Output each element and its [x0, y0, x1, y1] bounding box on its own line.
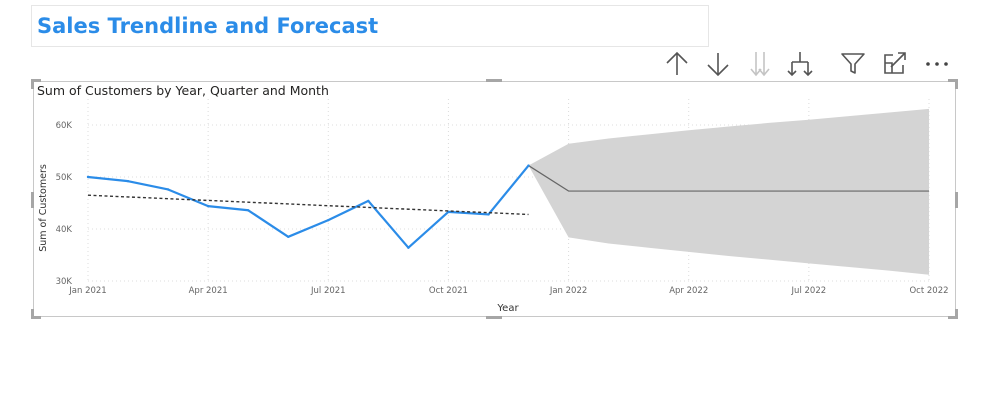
x-axis-title: Year: [496, 303, 519, 314]
actual-point: [206, 204, 210, 208]
x-tick-label: Oct 2021: [429, 286, 468, 296]
actual-point: [367, 199, 370, 203]
y-axis-title: Sum of Customers: [38, 164, 49, 252]
actual-point: [327, 218, 330, 222]
actual-point: [527, 164, 530, 167]
filter-button[interactable]: [838, 48, 868, 78]
double-arrow-down-icon: [750, 52, 770, 77]
actual-point: [86, 175, 90, 179]
x-tick-label: Oct 2022: [909, 286, 948, 296]
drill-up-button[interactable]: [660, 48, 690, 78]
filter-icon: [841, 53, 865, 74]
focus-mode-icon: [884, 52, 906, 74]
fork-arrow-down-icon: [787, 52, 813, 77]
resize-handle-top-left[interactable]: [31, 79, 41, 82]
trend-line: [87, 194, 529, 216]
focus-mode-button[interactable]: [880, 48, 910, 78]
resize-handle-right[interactable]: [955, 192, 958, 208]
actual-point: [487, 213, 490, 216]
y-tick-label: 30K: [56, 277, 73, 287]
x-tick-label: Jul 2021: [310, 286, 346, 296]
resize-handle-bottom-right-v[interactable]: [955, 309, 958, 319]
actual-point: [287, 235, 290, 238]
resize-handle-bottom-left-v[interactable]: [31, 309, 34, 319]
x-tick-label: Apr 2021: [189, 286, 228, 296]
actual-point: [126, 179, 130, 183]
expand-next-level-button[interactable]: [785, 48, 815, 78]
line-chart: 30K 40K 50K 60K Jan 2021 Apr 2021 Jul 2021 Oct …: [37, 83, 949, 314]
forecast-confidence-band: [528, 108, 929, 275]
x-tick-label: Jul 2022: [791, 286, 827, 296]
chart-title: Sum of Customers by Year, Quarter and Mo…: [37, 83, 329, 98]
arrow-down-icon: [707, 53, 729, 77]
actual-point: [407, 246, 410, 249]
resize-handle-left[interactable]: [31, 192, 34, 208]
y-tick-label: 60K: [56, 121, 73, 131]
resize-handle-top[interactable]: [486, 79, 502, 82]
y-tick-label: 40K: [56, 225, 73, 235]
resize-handle-bottom-left[interactable]: [31, 316, 41, 319]
actual-point: [166, 188, 170, 191]
resize-handle-bottom[interactable]: [486, 316, 502, 319]
x-tick-label: Jan 2021: [68, 286, 106, 296]
resize-handle-top-right-v[interactable]: [955, 79, 958, 89]
line-chart-visual[interactable]: 30K 40K 50K 60K Jan 2021 Apr 2021 Jul 2021 Oct …: [31, 79, 958, 319]
x-tick-label: Jan 2022: [549, 286, 587, 296]
actual-line: [87, 164, 530, 249]
x-tick-label: Apr 2022: [669, 286, 708, 296]
actual-point: [246, 209, 250, 212]
forecast-line: [528, 165, 929, 192]
more-options-button[interactable]: [922, 48, 952, 78]
resize-handle-bottom-right[interactable]: [948, 316, 958, 319]
arrow-up-icon: [666, 51, 688, 75]
resize-handle-top-left-v[interactable]: [31, 79, 34, 89]
go-to-next-level-button[interactable]: [745, 48, 775, 78]
page-title: Sales Trendline and Forecast: [37, 14, 379, 38]
report-title-box: Sales Trendline and Forecast: [31, 5, 709, 47]
y-tick-label: 50K: [56, 173, 73, 183]
ellipsis-icon: [926, 62, 948, 66]
resize-handle-top-right[interactable]: [948, 79, 958, 82]
drill-down-button[interactable]: [703, 48, 733, 78]
